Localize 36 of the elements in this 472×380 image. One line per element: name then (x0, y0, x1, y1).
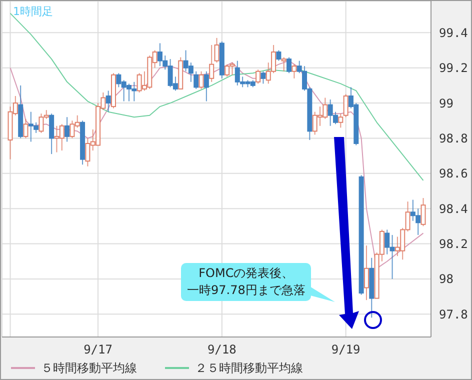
candlestick (420, 198, 426, 227)
candlestick (214, 37, 220, 64)
candlestick (106, 90, 111, 112)
candlestick (281, 56, 286, 72)
candlestick (292, 64, 297, 79)
candlestick (194, 70, 199, 90)
candlestick (338, 113, 344, 128)
chart-title: 1時間足 (13, 4, 53, 19)
legend-label: ５時間移動平均線 (41, 360, 137, 376)
candlestick (198, 70, 204, 90)
y-tick-label: 99.2 (439, 61, 468, 76)
y-tick-label: 98.2 (439, 237, 468, 252)
y-tick-label: 98.8 (439, 131, 468, 146)
y-tick-label: 98.6 (439, 166, 468, 181)
y-tick-label: 99 (439, 96, 454, 110)
y-tick-label: 98.4 (439, 202, 468, 216)
candlestick (23, 118, 28, 139)
candlestick (276, 50, 282, 62)
x-tick-label: 9/19 (331, 342, 360, 357)
candlestick (286, 56, 292, 74)
candlestick (343, 94, 348, 118)
annotation: FOMCの発表後、 (198, 265, 295, 282)
x-tick-label: 9/17 (84, 342, 112, 357)
candlestick (260, 70, 266, 84)
y-tick-label: 98 (439, 272, 454, 286)
candlestick (209, 44, 214, 82)
annotation: 一時97.78円まで急落 (187, 282, 306, 299)
x-tick-label: 9/18 (207, 342, 236, 357)
candlestick (364, 245, 369, 301)
y-tick-label: 99.4 (439, 26, 468, 40)
candlestick (256, 69, 261, 84)
y-tick-label: 97.8 (439, 307, 468, 322)
candlestick (49, 113, 54, 155)
legend-label: ２５時間移動平均線 (195, 360, 303, 376)
candlestick (204, 70, 209, 102)
candlestick (64, 116, 70, 142)
